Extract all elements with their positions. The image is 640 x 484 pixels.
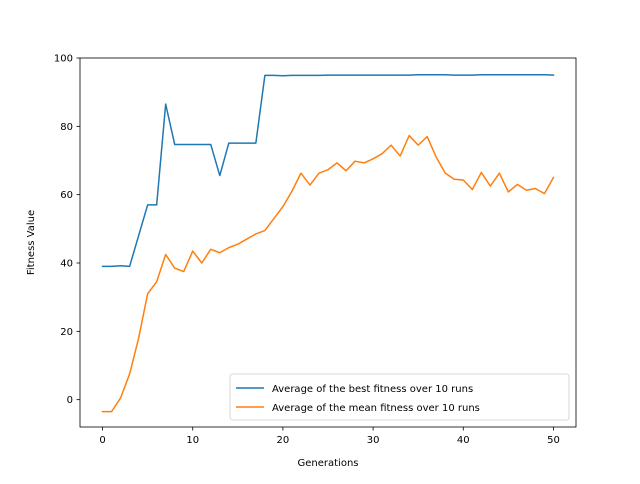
y-tick-label: 20 xyxy=(60,327,73,338)
legend-label-2: Average of the mean fitness over 10 runs xyxy=(272,403,480,414)
x-tick-label: 30 xyxy=(367,435,380,446)
x-tick-label: 20 xyxy=(277,435,290,446)
x-tick-label: 0 xyxy=(99,435,105,446)
y-tick-label: 100 xyxy=(54,54,73,65)
x-tick-label: 40 xyxy=(457,435,470,446)
legend-label-1: Average of the best fitness over 10 runs xyxy=(272,384,473,395)
y-tick-label: 40 xyxy=(60,259,73,270)
x-tick-label: 10 xyxy=(186,435,199,446)
legend-box xyxy=(229,373,570,421)
y-axis-label: Fitness Value xyxy=(26,210,37,275)
y-tick-label: 60 xyxy=(60,190,73,201)
legend: Average of the best fitness over 10 runs… xyxy=(229,373,570,421)
y-tick-label: 0 xyxy=(67,395,73,406)
y-tick-label: 80 xyxy=(60,122,73,133)
x-axis-label: Generations xyxy=(298,458,359,469)
plot-frame xyxy=(79,57,577,428)
series-layer xyxy=(101,73,555,413)
x-tick-label: 50 xyxy=(547,435,560,446)
series-line-1 xyxy=(101,73,555,268)
axes-layer: 0 10 20 30 40 50 0 20 40 60 80 100 xyxy=(54,54,577,446)
series-line-2 xyxy=(101,134,555,413)
